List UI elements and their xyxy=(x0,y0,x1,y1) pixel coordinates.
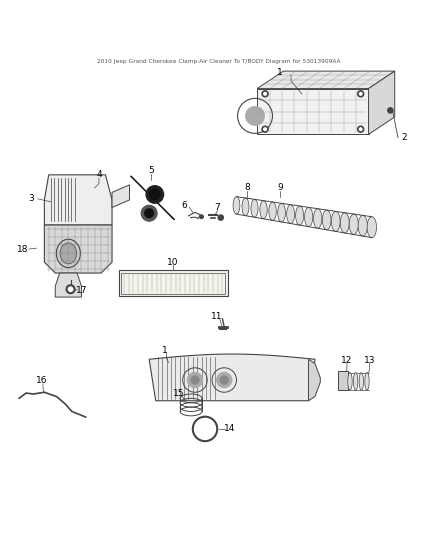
Ellipse shape xyxy=(322,210,331,230)
Circle shape xyxy=(216,372,232,388)
Bar xyxy=(119,270,228,296)
Ellipse shape xyxy=(358,215,367,236)
Circle shape xyxy=(357,91,364,97)
Text: 15: 15 xyxy=(173,390,184,399)
Ellipse shape xyxy=(367,217,377,238)
Ellipse shape xyxy=(359,373,364,390)
Circle shape xyxy=(264,128,266,131)
Ellipse shape xyxy=(260,200,267,219)
Text: 12: 12 xyxy=(341,356,353,365)
Text: 4: 4 xyxy=(96,171,102,179)
Ellipse shape xyxy=(60,243,77,264)
Circle shape xyxy=(191,376,199,384)
Ellipse shape xyxy=(269,202,276,220)
Circle shape xyxy=(187,372,203,388)
Ellipse shape xyxy=(365,373,369,390)
Polygon shape xyxy=(149,354,315,401)
Text: 16: 16 xyxy=(36,376,48,385)
Circle shape xyxy=(359,128,362,131)
Polygon shape xyxy=(44,225,112,273)
Ellipse shape xyxy=(332,212,340,231)
Polygon shape xyxy=(257,71,395,88)
Text: 18: 18 xyxy=(17,245,28,254)
Ellipse shape xyxy=(304,207,313,227)
Text: 9: 9 xyxy=(277,183,283,192)
Circle shape xyxy=(262,91,268,97)
Text: 17: 17 xyxy=(76,286,87,295)
Circle shape xyxy=(359,93,362,95)
Circle shape xyxy=(200,215,203,219)
Ellipse shape xyxy=(353,373,358,390)
Text: 1: 1 xyxy=(277,68,283,77)
Circle shape xyxy=(145,209,153,217)
Polygon shape xyxy=(44,175,112,225)
Polygon shape xyxy=(112,185,130,207)
Circle shape xyxy=(68,287,73,292)
Text: 11: 11 xyxy=(211,312,223,321)
Ellipse shape xyxy=(314,209,322,228)
Polygon shape xyxy=(308,359,320,401)
Circle shape xyxy=(197,421,213,437)
Ellipse shape xyxy=(340,213,349,233)
Ellipse shape xyxy=(348,373,352,390)
Bar xyxy=(121,272,225,294)
Circle shape xyxy=(220,376,229,384)
Ellipse shape xyxy=(296,206,304,225)
Ellipse shape xyxy=(57,239,81,268)
Circle shape xyxy=(218,215,223,220)
Ellipse shape xyxy=(233,197,240,214)
Text: 13: 13 xyxy=(364,356,375,365)
Polygon shape xyxy=(131,176,174,220)
Text: 14: 14 xyxy=(224,424,236,433)
Text: 2010 Jeep Grand Cherokee Clamp-Air Cleaner To T/BODY Diagram for 53013909AA: 2010 Jeep Grand Cherokee Clamp-Air Clean… xyxy=(97,59,341,64)
Text: 1: 1 xyxy=(162,346,167,355)
Circle shape xyxy=(388,108,393,113)
Circle shape xyxy=(357,126,364,132)
Text: 6: 6 xyxy=(181,201,187,210)
Text: 8: 8 xyxy=(244,183,250,192)
Circle shape xyxy=(264,93,266,95)
Circle shape xyxy=(66,285,75,294)
Text: 2: 2 xyxy=(402,133,407,142)
Text: 7: 7 xyxy=(214,203,220,212)
Ellipse shape xyxy=(287,205,294,223)
Text: 5: 5 xyxy=(148,166,154,175)
Polygon shape xyxy=(55,273,81,297)
Circle shape xyxy=(150,189,160,200)
Ellipse shape xyxy=(349,214,358,235)
Text: 10: 10 xyxy=(167,257,179,266)
Ellipse shape xyxy=(251,199,258,217)
Circle shape xyxy=(141,205,157,221)
Text: 3: 3 xyxy=(28,195,34,203)
Polygon shape xyxy=(257,88,368,134)
Circle shape xyxy=(262,126,268,132)
Ellipse shape xyxy=(278,203,286,222)
Circle shape xyxy=(245,106,265,125)
Bar xyxy=(338,372,348,391)
Polygon shape xyxy=(368,71,395,134)
Ellipse shape xyxy=(242,198,249,216)
Circle shape xyxy=(146,185,163,203)
